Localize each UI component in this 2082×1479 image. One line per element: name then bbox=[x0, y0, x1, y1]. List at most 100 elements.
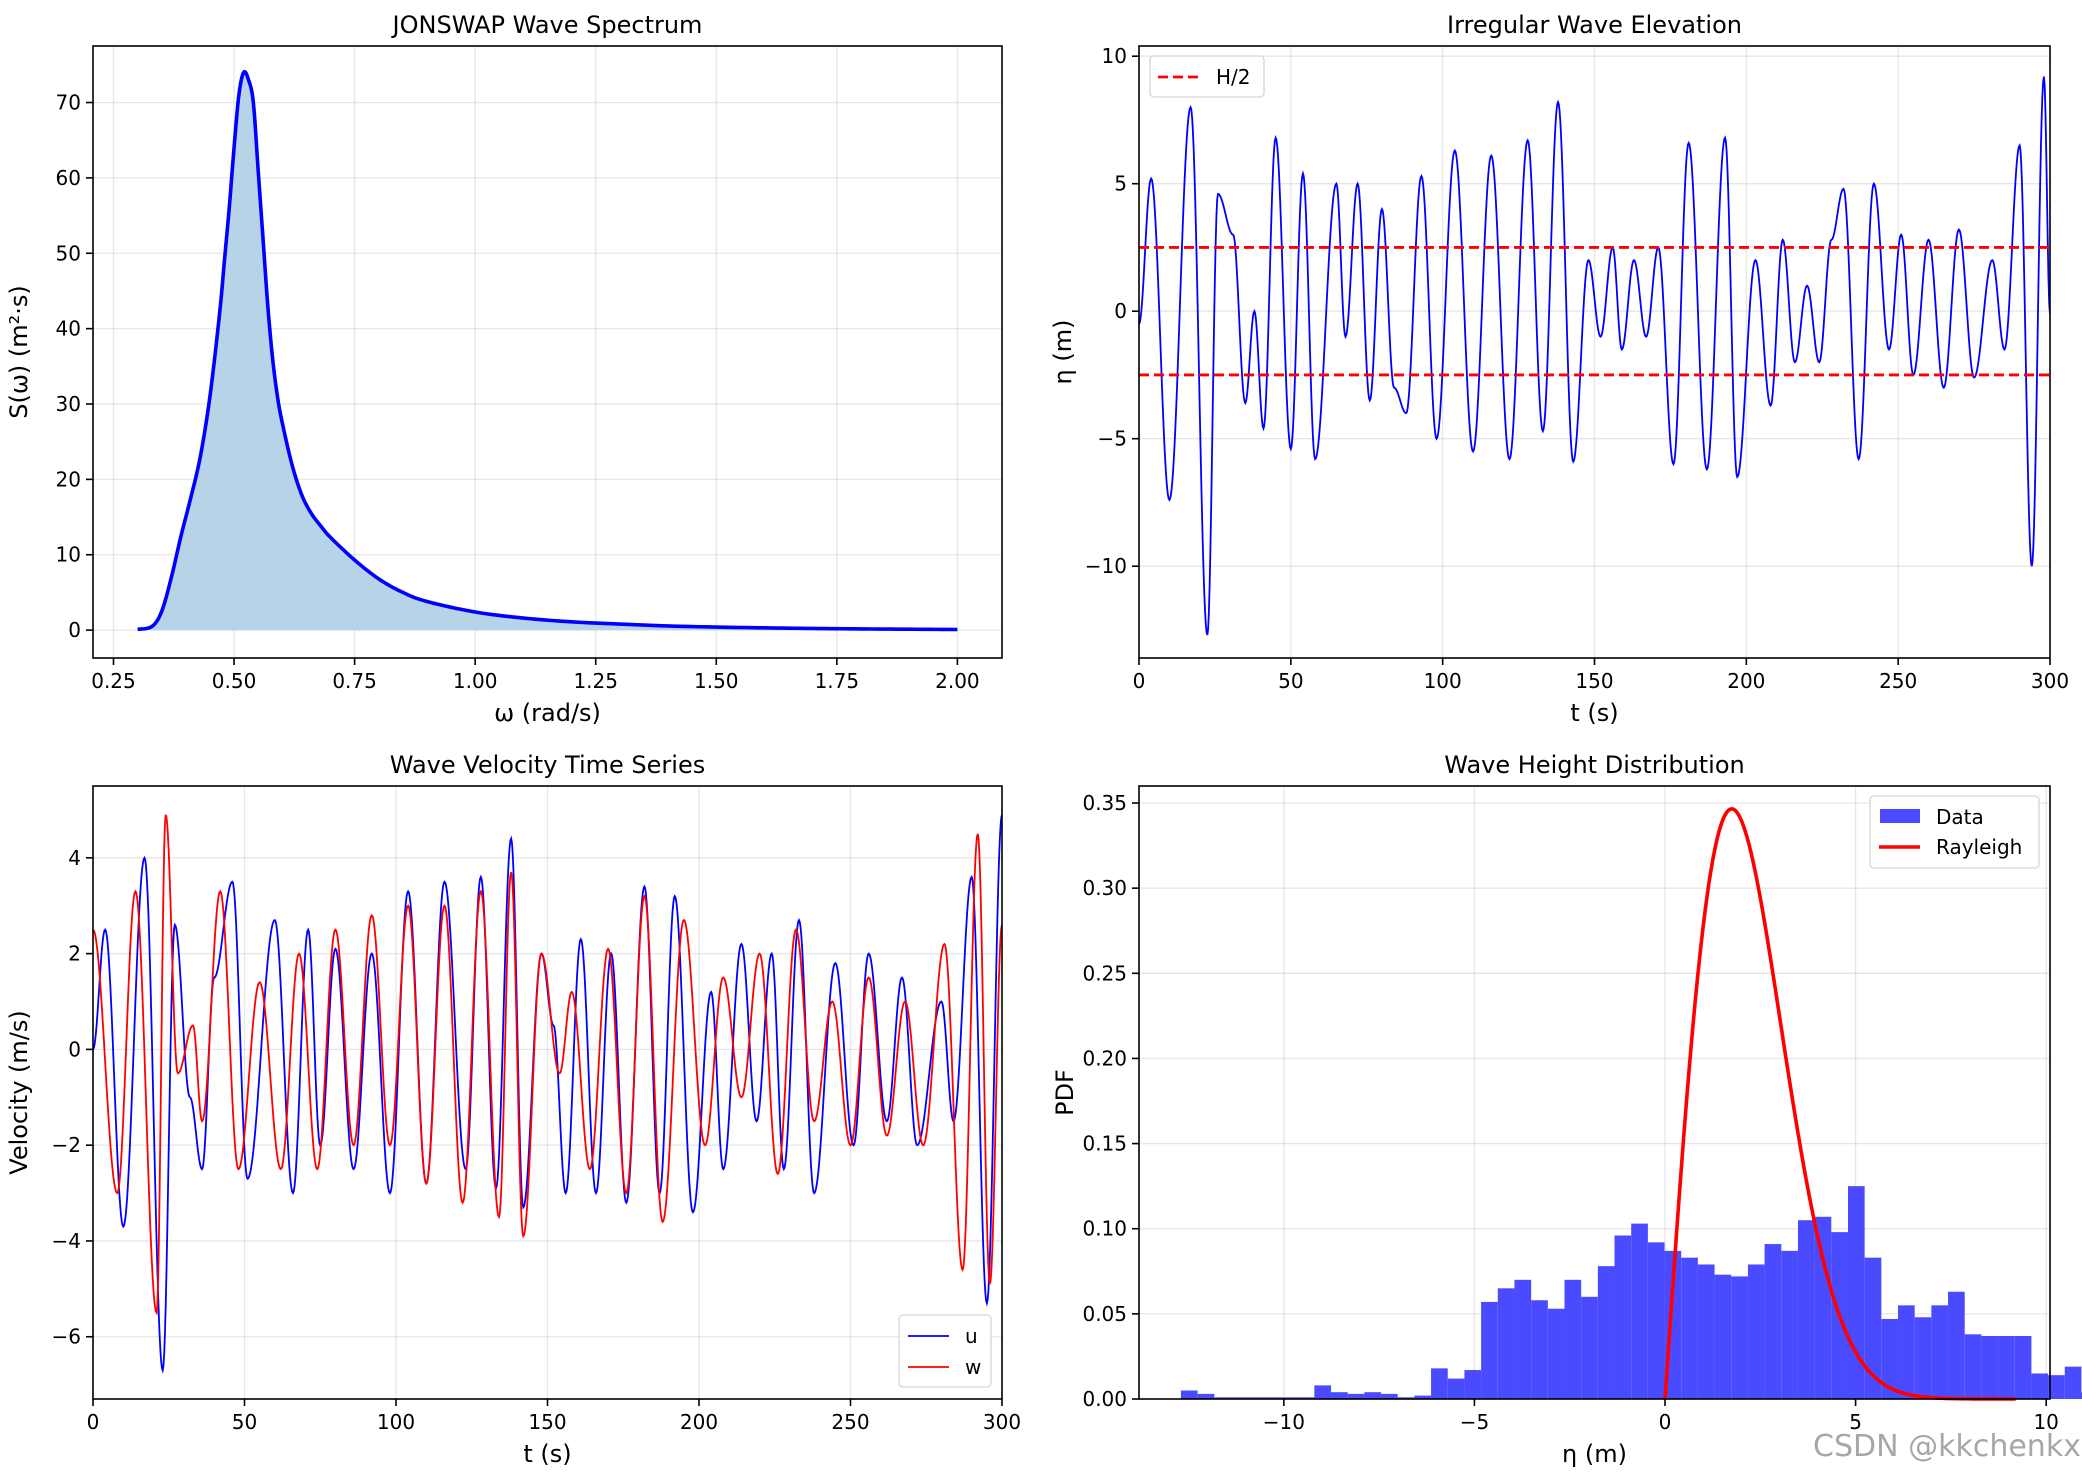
histogram-bar bbox=[1964, 1334, 1982, 1399]
spectrum-area bbox=[137, 71, 958, 631]
histogram-bar bbox=[1447, 1378, 1465, 1399]
histogram-bar bbox=[1414, 1395, 1432, 1399]
y-tick-label: 10 bbox=[1102, 44, 1127, 68]
histogram-bar bbox=[1948, 1291, 1965, 1399]
histogram-bar bbox=[1264, 1397, 1281, 1399]
x-axis-label: t (s) bbox=[1570, 699, 1618, 727]
x-tick-label: 300 bbox=[2031, 669, 2069, 693]
y-tick-label: 5 bbox=[1114, 172, 1127, 196]
histogram-bar bbox=[1214, 1397, 1231, 1399]
x-tick-label: 200 bbox=[1727, 669, 1765, 693]
histogram-bar bbox=[1597, 1266, 1615, 1399]
y-tick-label: −5 bbox=[1098, 427, 1127, 451]
y-tick-label: 0.35 bbox=[1082, 791, 1127, 815]
x-tick-label: 1.75 bbox=[815, 669, 860, 693]
watermark: CSDN @kkchenkx bbox=[1813, 1429, 2081, 1464]
x-tick-label: 5 bbox=[1849, 1410, 1862, 1434]
legend-label-h2: H/2 bbox=[1216, 65, 1251, 89]
x-tick-label: 2.00 bbox=[935, 669, 980, 693]
legend-label-w: w bbox=[965, 1355, 981, 1379]
velocity-line-w bbox=[93, 814, 1002, 1316]
histogram-bar bbox=[1998, 1335, 2015, 1399]
histogram-bar bbox=[1397, 1397, 1415, 1399]
y-tick-label: 0 bbox=[1114, 299, 1127, 323]
x-tick-label: 250 bbox=[1879, 669, 1917, 693]
y-tick-label: 0.20 bbox=[1082, 1046, 1127, 1070]
y-tick-label: 20 bbox=[56, 467, 81, 491]
legend-label-u: u bbox=[965, 1324, 978, 1348]
histogram-bar bbox=[1731, 1276, 1748, 1399]
histogram-bar bbox=[1864, 1257, 1882, 1399]
spectrum-axes: 0.25 0.50 0.75 1.00 1.25 1.50 1.75 2.00 0 10 20 30 4… bbox=[5, 11, 1003, 727]
histogram-bar bbox=[1431, 1368, 1448, 1399]
legend-box bbox=[1149, 55, 1265, 98]
histogram-bar bbox=[1697, 1264, 1715, 1399]
y-tick-label: −4 bbox=[52, 1229, 81, 1253]
histogram-bar bbox=[2014, 1335, 2032, 1399]
chart-title: JONSWAP Wave Spectrum bbox=[391, 11, 703, 39]
y-tick-label: 70 bbox=[56, 91, 81, 115]
histogram-bar bbox=[1898, 1305, 1915, 1399]
histogram-bar bbox=[1331, 1392, 1348, 1399]
histogram-bar bbox=[1614, 1235, 1632, 1399]
y-tick-label: 30 bbox=[56, 392, 81, 416]
x-tick-label: −5 bbox=[1460, 1410, 1489, 1434]
histogram-bar bbox=[1481, 1301, 1498, 1399]
histogram-bar bbox=[1814, 1216, 1832, 1399]
histogram-bar bbox=[2031, 1373, 2049, 1399]
elevation-line bbox=[1139, 76, 2050, 636]
axes-frame bbox=[92, 45, 1003, 659]
histogram-bar bbox=[1914, 1317, 1932, 1399]
legend-label-data: Data bbox=[1936, 805, 1984, 829]
x-tick-label: 100 bbox=[1424, 669, 1462, 693]
histogram-bar bbox=[1581, 1296, 1598, 1399]
histogram-bar bbox=[1547, 1308, 1565, 1399]
y-tick-label: 0.25 bbox=[1082, 961, 1127, 985]
x-tick-label: 50 bbox=[232, 1410, 257, 1434]
histogram-bar bbox=[1931, 1305, 1949, 1399]
y-tick-label: 0 bbox=[68, 1037, 81, 1061]
x-tick-label: −10 bbox=[1263, 1410, 1305, 1434]
legend: Data Rayleigh bbox=[1869, 795, 2040, 869]
histogram-bar bbox=[1364, 1392, 1382, 1399]
y-tick-label: 40 bbox=[56, 317, 81, 341]
x-tick-label: 100 bbox=[377, 1410, 415, 1434]
legend-label-rayleigh: Rayleigh bbox=[1936, 835, 2022, 859]
y-tick-label: 10 bbox=[56, 543, 81, 567]
histogram-bar bbox=[1197, 1393, 1215, 1399]
histogram-bar bbox=[1764, 1244, 1782, 1399]
legend-swatch-data bbox=[1880, 809, 1920, 823]
histogram-bar bbox=[1531, 1300, 1548, 1399]
histogram-bar bbox=[1981, 1335, 1999, 1399]
histogram-bar bbox=[1464, 1370, 1482, 1399]
y-axis-label: S(ω) (m²·s) bbox=[5, 285, 33, 419]
x-axis-label: ω (rad/s) bbox=[494, 699, 601, 727]
y-tick-label: −6 bbox=[52, 1325, 81, 1349]
x-tick-label: 0 bbox=[87, 1410, 100, 1434]
axes-frame bbox=[1138, 785, 2051, 1400]
y-tick-label: 4 bbox=[68, 846, 81, 870]
histogram-bar bbox=[1797, 1220, 1815, 1399]
y-tick-label: 0 bbox=[68, 618, 81, 642]
y-tick-label: 0.05 bbox=[1082, 1302, 1127, 1326]
legend: H/2 bbox=[1149, 55, 1265, 98]
x-tick-label: 0.25 bbox=[91, 669, 136, 693]
chart-title: Irregular Wave Elevation bbox=[1447, 11, 1742, 39]
histogram-bar bbox=[1564, 1279, 1582, 1399]
x-tick-label: 50 bbox=[1278, 669, 1303, 693]
histogram-bar bbox=[1714, 1274, 1732, 1399]
y-axis-label: Velocity (m/s) bbox=[5, 1010, 33, 1174]
histogram-bar bbox=[1347, 1393, 1365, 1399]
histogram-bar bbox=[1747, 1264, 1765, 1399]
legend-box bbox=[898, 1314, 992, 1388]
histogram-bar bbox=[1381, 1393, 1398, 1399]
x-tick-label: 0.50 bbox=[212, 669, 257, 693]
histogram-bar bbox=[1497, 1288, 1515, 1399]
x-tick-label: 0.75 bbox=[332, 669, 377, 693]
x-tick-label: 1.00 bbox=[453, 669, 498, 693]
elevation-axes: 0 50 100 150 200 250 300 −10 −5 0 5 10 Irregular Wav… bbox=[1049, 11, 2069, 727]
histogram-bar bbox=[1230, 1397, 1248, 1399]
y-tick-label: 0.15 bbox=[1082, 1132, 1127, 1156]
y-tick-label: 50 bbox=[56, 241, 81, 265]
